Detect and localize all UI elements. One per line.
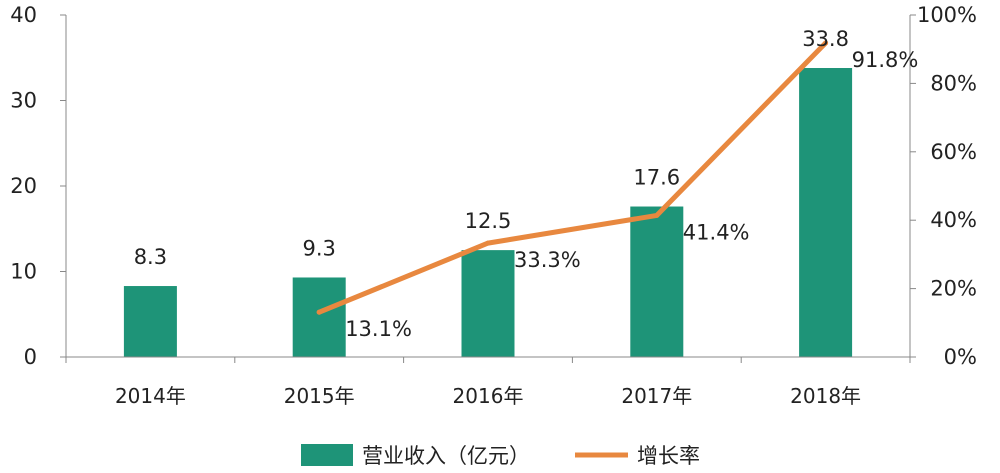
x-axis: 2014年 2015年 2016年 2017年 2018年: [65, 356, 911, 408]
line-point: [316, 309, 322, 315]
x-tick-label: 2017年: [621, 384, 692, 408]
bar-value-label: 9.3: [302, 236, 335, 260]
line-value-label: 41.4%: [683, 220, 750, 244]
left-tick-label: 10: [10, 260, 37, 284]
x-tick-label: 2018年: [790, 384, 861, 408]
left-y-axis: 0 10 20 30 40: [10, 3, 67, 369]
bar: [461, 250, 515, 357]
bar: [123, 286, 177, 357]
growth-line: [316, 40, 829, 315]
line-point: [485, 240, 491, 246]
data-labels: 8.3 9.3 12.5 17.6 33.8 13.1% 33.3% 41.4% 91.8%: [134, 27, 919, 341]
line-value-label: 13.1%: [345, 317, 412, 341]
x-tick-label: 2014年: [115, 384, 186, 408]
bar-series: [123, 68, 853, 357]
right-tick-label: 80%: [930, 71, 977, 95]
x-tick-label: 2015年: [284, 384, 355, 408]
legend-label-bar: 营业收入（亿元）: [362, 444, 530, 468]
bar-value-label: 8.3: [134, 245, 167, 269]
right-tick-label: 100%: [917, 3, 977, 27]
bar-value-label: 12.5: [465, 209, 512, 233]
right-tick-label: 40%: [930, 208, 977, 232]
legend: 营业收入（亿元） 增长率: [301, 444, 700, 468]
bar-value-label: 17.6: [633, 166, 680, 190]
bar-value-label: 33.8: [802, 27, 849, 51]
legend-swatch-bar: [301, 444, 353, 466]
legend-label-line: 增长率: [637, 444, 700, 468]
right-tick-label: 0%: [944, 345, 977, 369]
bar: [292, 277, 346, 357]
left-tick-label: 20: [10, 174, 37, 198]
right-tick-label: 60%: [930, 140, 977, 164]
bar: [799, 68, 853, 357]
line-point: [654, 212, 660, 218]
bar: [630, 206, 684, 357]
right-tick-label: 20%: [930, 277, 977, 301]
x-tick-label: 2016年: [453, 384, 524, 408]
right-y-axis: 0% 20% 40% 60% 80% 100%: [909, 3, 977, 369]
line-series: [316, 40, 829, 315]
line-value-label: 91.8%: [852, 48, 919, 72]
left-tick-label: 0: [24, 345, 37, 369]
left-tick-label: 30: [10, 89, 37, 113]
line-point: [823, 40, 829, 46]
left-tick-label: 40: [10, 3, 37, 27]
line-value-label: 33.3%: [514, 248, 581, 272]
